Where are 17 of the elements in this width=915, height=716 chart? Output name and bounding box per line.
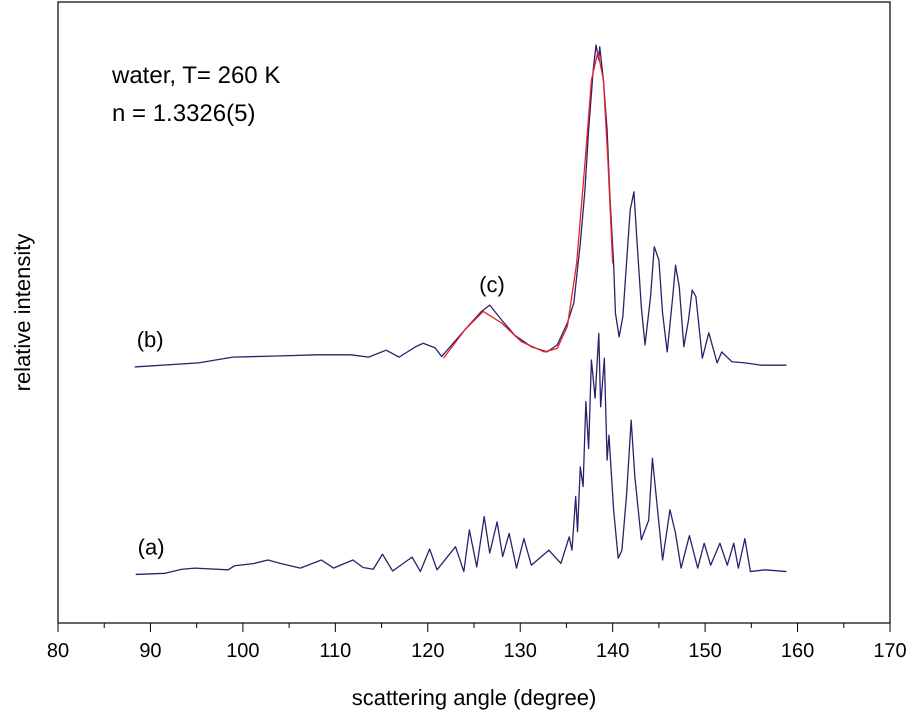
- x-tick-label: 150: [688, 640, 722, 662]
- x-tick-label: 130: [504, 640, 537, 662]
- x-tick-label: 160: [780, 640, 814, 662]
- series-label: (b): [136, 326, 164, 352]
- annotation: (c): [479, 272, 505, 297]
- x-tick-label: 140: [596, 640, 630, 662]
- x-axis-title: scattering angle (degree): [352, 685, 596, 710]
- annotation: n = 1.3326(5): [112, 100, 256, 127]
- x-tick-label: 100: [226, 640, 260, 662]
- x-tick-label: 90: [139, 640, 162, 662]
- y-axis-title: relative intensity: [10, 234, 35, 392]
- x-tick-label: 170: [873, 640, 907, 662]
- annotation: water, T= 260 K: [111, 62, 280, 89]
- x-tick-label: 120: [411, 640, 444, 662]
- x-tick-label: 110: [319, 640, 352, 662]
- series-label: (a): [138, 534, 165, 560]
- x-tick-label: 80: [46, 640, 70, 662]
